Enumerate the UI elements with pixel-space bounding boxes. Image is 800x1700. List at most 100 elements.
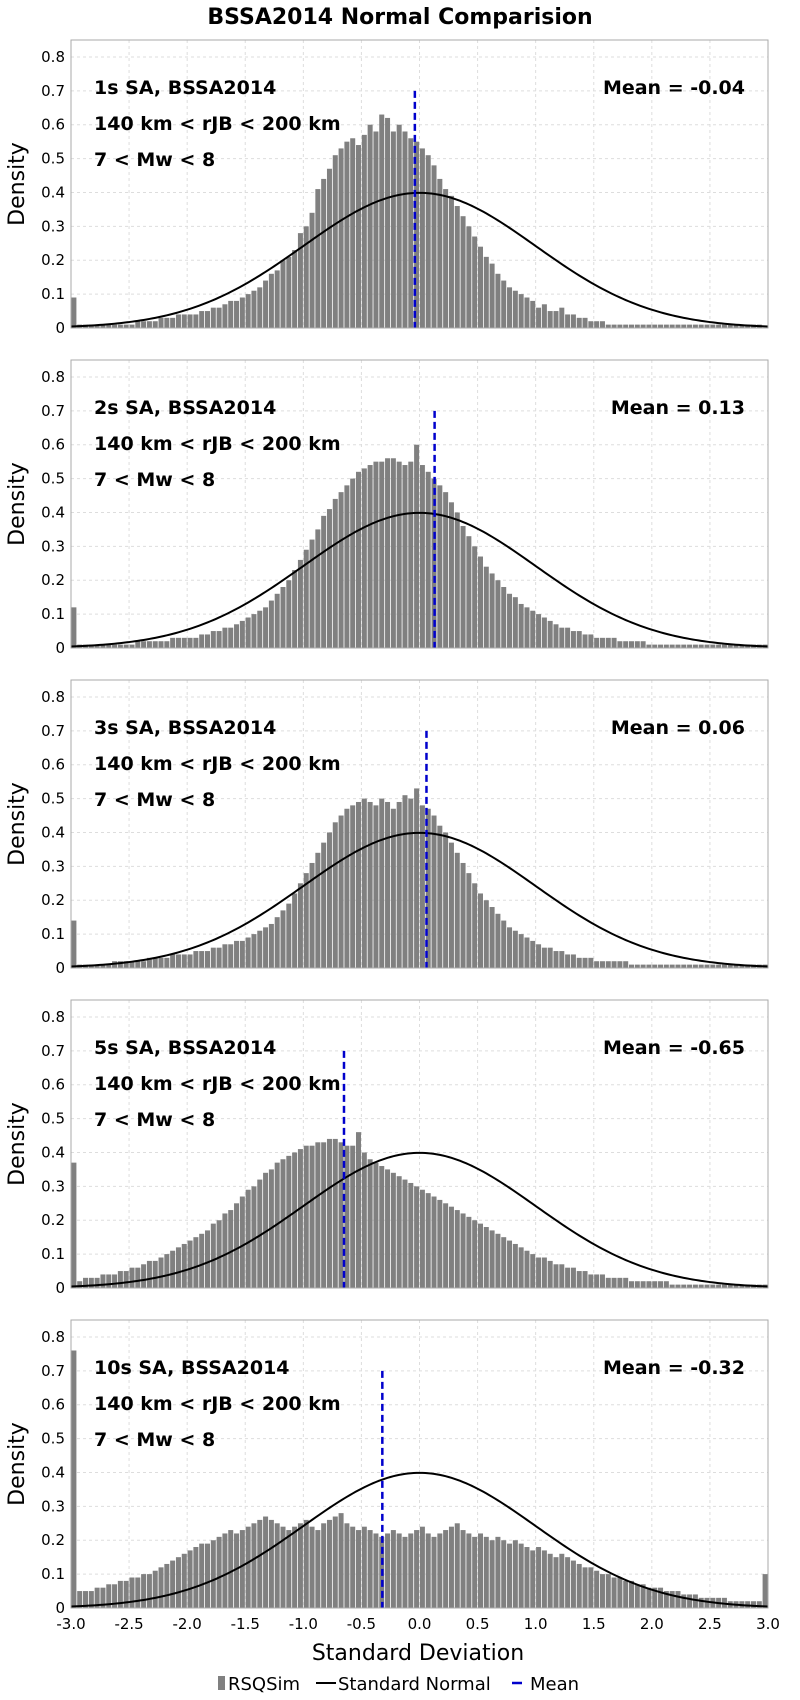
histogram-bar (315, 852, 321, 968)
histogram-bar (361, 134, 367, 328)
histogram-bar (594, 961, 600, 968)
histogram-bar (292, 1526, 298, 1608)
histogram-bar (553, 311, 559, 328)
histogram-bar (321, 1142, 327, 1288)
histogram-bar (489, 1540, 495, 1608)
histogram-bar (675, 1591, 681, 1608)
histogram-bar (512, 1243, 518, 1288)
histogram-bar (390, 1172, 396, 1288)
histogram-bar (175, 1247, 181, 1288)
histogram-bar (181, 1553, 187, 1608)
histogram-bar (228, 627, 234, 648)
histogram-bar (692, 964, 698, 968)
histogram-bar (117, 961, 123, 968)
histogram-bar (553, 1557, 559, 1608)
histogram-bar (367, 1530, 373, 1608)
histogram-bar (594, 1274, 600, 1288)
histogram-bar (704, 1284, 710, 1288)
histogram-bar (541, 947, 547, 968)
histogram-bar (204, 951, 210, 968)
histogram-bar (582, 1567, 588, 1608)
panel-mean-label: Mean = -0.04 (603, 77, 745, 99)
histogram-bar (495, 580, 501, 648)
panel-label-distance: 140 km < rJB < 200 km (94, 1393, 341, 1415)
histogram-bar (565, 314, 571, 328)
histogram-bar (152, 641, 158, 648)
histogram-bar (414, 1186, 420, 1288)
histogram-bar (443, 1530, 449, 1608)
histogram-bar (199, 1543, 205, 1608)
histogram-bar (332, 1138, 338, 1288)
histogram-bar (106, 1584, 112, 1608)
histogram-bar (692, 1594, 698, 1608)
histogram-bar (170, 1560, 176, 1608)
histogram-bar (477, 1223, 483, 1288)
histogram-bar (129, 324, 135, 328)
histogram-bar (617, 961, 623, 968)
histogram-bar (396, 1176, 402, 1288)
histogram-bar (477, 246, 483, 328)
histogram-bar (617, 324, 623, 328)
histogram-bar (669, 1284, 675, 1288)
x-tick-label: 1.5 (582, 1615, 606, 1633)
histogram-bar (710, 324, 716, 328)
histogram-bar (123, 324, 129, 328)
histogram-bar (309, 212, 315, 328)
panel-label-magnitude: 7 < Mw < 8 (94, 1429, 215, 1451)
histogram-bar (303, 1519, 309, 1608)
histogram-bar (402, 465, 408, 648)
histogram-bar (106, 964, 112, 968)
histogram-bar (234, 624, 240, 648)
histogram-bar (512, 930, 518, 968)
histogram-bar (536, 944, 542, 968)
histogram-bar (419, 148, 425, 328)
histogram-bar (512, 290, 518, 328)
histogram-bar (646, 964, 652, 968)
histogram-bar (605, 1574, 611, 1608)
histogram-bar (344, 1145, 350, 1288)
histogram-bar (704, 964, 710, 968)
histogram-bar (297, 1149, 303, 1288)
histogram-bar (454, 206, 460, 328)
histogram-bar (652, 644, 658, 648)
y-tick-label: 0.1 (41, 925, 65, 943)
histogram-bar (721, 1284, 727, 1288)
histogram-bar (135, 1577, 141, 1608)
histogram-bar (570, 1560, 576, 1608)
histogram-bar (634, 641, 640, 648)
histogram-bar (756, 1601, 762, 1608)
histogram-bar (594, 637, 600, 648)
histogram-bar (629, 641, 635, 648)
histogram-bar (297, 233, 303, 328)
histogram-bar (536, 614, 542, 648)
histogram-bar (152, 1570, 158, 1608)
histogram-bar (576, 631, 582, 648)
histogram-bar (518, 603, 524, 648)
histogram-bar (146, 1260, 152, 1288)
histogram-bar (617, 1277, 623, 1288)
histogram-bar (512, 1540, 518, 1608)
x-axis: -3.0 -2.5 -2.0 -1.5 -1.0 -0.5 0.0 0.5 1.0 1.5 2.0 2… (56, 1615, 780, 1633)
plot-frame (70, 999, 769, 1289)
histogram-bar (716, 644, 722, 648)
histogram-bar (454, 1210, 460, 1288)
histogram-bar (385, 1533, 391, 1608)
histogram-bar (309, 539, 315, 648)
histogram-bar (472, 1220, 478, 1288)
histogram-bar (646, 644, 652, 648)
histogram-bar (344, 485, 350, 648)
panel-label-magnitude: 7 < Mw < 8 (94, 1109, 215, 1131)
y-tick-label: 0.6 (41, 1396, 65, 1414)
histogram-bar (640, 964, 646, 968)
histogram-bar (629, 1580, 635, 1608)
panel-5: 0 0.1 0.2 0.3 0.4 0.5 0.6 0.7 0.8 Density 10s SA, … (5, 1319, 769, 1617)
histogram-bar (367, 801, 373, 968)
histogram-bar (437, 1199, 443, 1288)
histogram-bar (216, 631, 222, 648)
histogram-bar (175, 314, 181, 328)
histogram-bar (629, 964, 635, 968)
histogram-bar (652, 964, 658, 968)
histogram-bar (640, 324, 646, 328)
histogram-bar (350, 478, 356, 648)
histogram-bar (83, 1277, 89, 1288)
